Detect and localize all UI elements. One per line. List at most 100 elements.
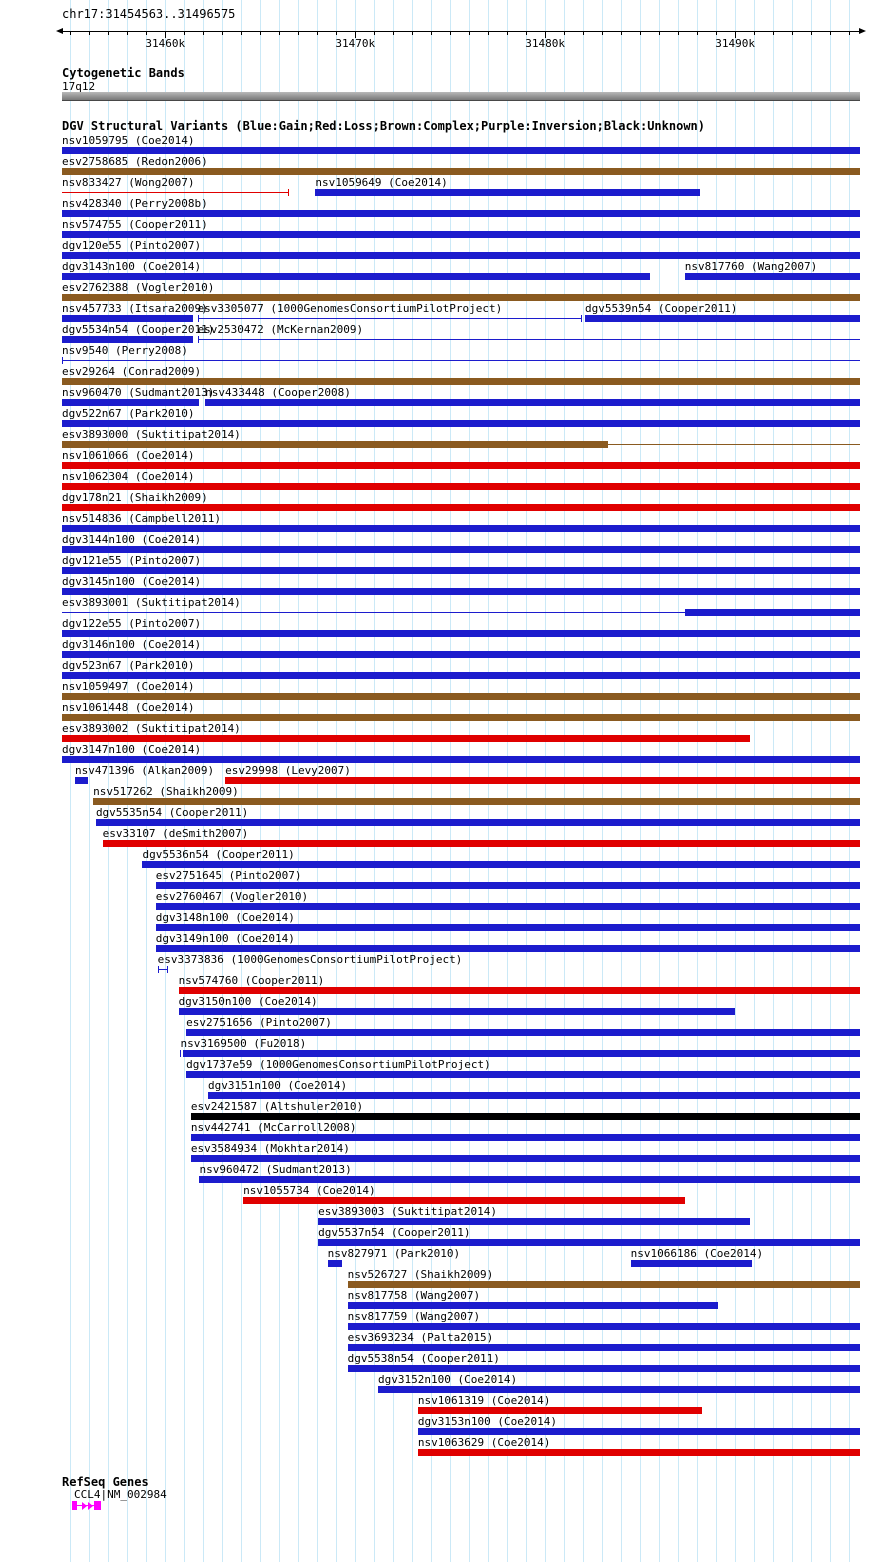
variant-label[interactable]: dgv1737e59 (1000GenomesConsortiumPilotPr… <box>186 1058 491 1071</box>
variant-label[interactable]: dgv3151n100 (Coe2014) <box>208 1079 348 1092</box>
variant-bar[interactable] <box>62 399 200 406</box>
variant-label[interactable]: nsv574760 (Cooper2011) <box>178 974 325 987</box>
variant-bar[interactable] <box>62 147 860 154</box>
variant-label[interactable]: esv2762388 (Vogler2010) <box>62 281 215 294</box>
variant-label[interactable]: dgv5534n54 (Cooper2011) <box>62 323 215 336</box>
variant-label[interactable]: dgv5539n54 (Cooper2011) <box>585 302 738 315</box>
variant-bar[interactable] <box>208 1092 860 1099</box>
variant-label[interactable]: dgv5538n54 (Cooper2011) <box>347 1352 500 1365</box>
variant-bar[interactable] <box>183 1050 860 1057</box>
variant-label[interactable]: nsv471396 (Alkan2009) <box>75 764 215 777</box>
variant-label[interactable]: dgv178n21 (Shaikh2009) <box>62 491 208 504</box>
variant-bar[interactable] <box>62 420 860 427</box>
variant-bar[interactable] <box>347 1365 860 1372</box>
variant-bar[interactable] <box>62 651 860 658</box>
variant-line[interactable] <box>62 192 288 193</box>
variant-line[interactable] <box>197 339 860 340</box>
variant-label[interactable]: nsv442741 (McCarroll2008) <box>190 1121 357 1134</box>
variant-bar[interactable] <box>155 903 860 910</box>
variant-label[interactable]: esv2751656 (Pinto2007) <box>186 1016 332 1029</box>
variant-bar[interactable] <box>347 1281 860 1288</box>
variant-label[interactable]: esv2421587 (Altshuler2010) <box>190 1100 364 1113</box>
variant-label[interactable]: nsv1055734 (Coe2014) <box>243 1184 376 1197</box>
gene-label[interactable]: CCL4|NM_002984 <box>74 1488 167 1501</box>
variant-bar[interactable] <box>225 777 860 784</box>
variant-label[interactable]: nsv1063629 (Coe2014) <box>417 1436 551 1449</box>
variant-bar[interactable] <box>62 273 650 280</box>
variant-label[interactable]: nsv457733 (Itsara2009) <box>62 302 208 315</box>
variant-label[interactable]: nsv1061066 (Coe2014) <box>62 449 195 462</box>
variant-bar[interactable] <box>155 924 860 931</box>
variant-bar[interactable] <box>318 1239 860 1246</box>
variant-bar[interactable] <box>102 840 860 847</box>
variant-label[interactable]: esv29998 (Levy2007) <box>225 764 351 777</box>
variant-label[interactable]: dgv3145n100 (Coe2014) <box>62 575 202 588</box>
variant-label[interactable]: nsv514836 (Campbell2011) <box>62 512 221 525</box>
variant-bar[interactable] <box>62 735 751 742</box>
variant-bar[interactable] <box>62 378 860 385</box>
variant-bar[interactable] <box>62 315 193 322</box>
variant-label[interactable]: nsv574755 (Cooper2011) <box>62 218 208 231</box>
variant-label[interactable]: dgv5536n54 (Cooper2011) <box>142 848 295 861</box>
variant-label[interactable]: dgv3147n100 (Coe2014) <box>62 743 202 756</box>
variant-bar[interactable] <box>178 1008 736 1015</box>
variant-label[interactable]: dgv3150n100 (Coe2014) <box>178 995 318 1008</box>
variant-bar[interactable] <box>62 714 860 721</box>
variant-label[interactable]: nsv827971 (Park2010) <box>327 1247 461 1260</box>
variant-label[interactable]: esv3693234 (Palta2015) <box>347 1331 494 1344</box>
variant-bar[interactable] <box>378 1386 860 1393</box>
variant-label[interactable]: nsv833427 (Wong2007) <box>62 176 195 189</box>
variant-bar[interactable] <box>684 609 860 616</box>
variant-bar[interactable] <box>62 441 608 448</box>
variant-bar[interactable] <box>205 399 860 406</box>
variant-label[interactable]: esv3373836 (1000GenomesConsortiumPilotPr… <box>157 953 463 966</box>
variant-bar[interactable] <box>417 1407 702 1414</box>
variant-line[interactable] <box>62 360 860 361</box>
variant-label[interactable]: nsv1061448 (Coe2014) <box>62 701 195 714</box>
variant-label[interactable]: esv2760467 (Vogler2010) <box>155 890 309 903</box>
variant-bar[interactable] <box>142 861 860 868</box>
variant-label[interactable]: dgv3152n100 (Coe2014) <box>378 1373 518 1386</box>
variant-bar[interactable] <box>62 252 860 259</box>
variant-label[interactable]: dgv3143n100 (Coe2014) <box>62 260 202 273</box>
variant-bar[interactable] <box>62 483 860 490</box>
variant-label[interactable]: dgv121e55 (Pinto2007) <box>62 554 202 567</box>
variant-label[interactable]: nsv1059795 (Coe2014) <box>62 134 195 147</box>
variant-label[interactable]: esv33107 (deSmith2007) <box>102 827 249 840</box>
variant-line[interactable] <box>197 318 582 319</box>
variant-bar[interactable] <box>62 546 860 553</box>
variant-bar[interactable] <box>93 798 860 805</box>
variant-bar[interactable] <box>190 1134 860 1141</box>
variant-label[interactable]: nsv1062304 (Coe2014) <box>62 470 195 483</box>
variant-bar[interactable] <box>62 336 193 343</box>
variant-label[interactable]: dgv3144n100 (Coe2014) <box>62 533 202 546</box>
variant-label[interactable]: dgv120e55 (Pinto2007) <box>62 239 202 252</box>
variant-label[interactable]: dgv3146n100 (Coe2014) <box>62 638 202 651</box>
variant-label[interactable]: nsv526727 (Shaikh2009) <box>347 1268 494 1281</box>
variant-bar[interactable] <box>186 1071 860 1078</box>
variant-label[interactable]: esv3305077 (1000GenomesConsortiumPilotPr… <box>197 302 503 315</box>
variant-label[interactable]: nsv817760 (Wang2007) <box>684 260 818 273</box>
variant-label[interactable]: esv29264 (Conrad2009) <box>62 365 202 378</box>
variant-bar[interactable] <box>62 168 860 175</box>
variant-label[interactable]: nsv428340 (Perry2008b) <box>62 197 208 210</box>
variant-bar[interactable] <box>62 504 860 511</box>
variant-bar[interactable] <box>186 1029 860 1036</box>
variant-label[interactable]: nsv960472 (Sudmant2013) <box>199 1163 352 1176</box>
variant-label[interactable]: dgv5535n54 (Cooper2011) <box>95 806 249 819</box>
variant-label[interactable]: dgv5537n54 (Cooper2011) <box>318 1226 471 1239</box>
variant-label[interactable]: esv2758685 (Redon2006) <box>62 155 208 168</box>
variant-bar[interactable] <box>62 231 860 238</box>
variant-bar[interactable] <box>585 315 860 322</box>
gene-exon[interactable] <box>93 1501 102 1510</box>
variant-bar[interactable] <box>318 1218 751 1225</box>
variant-label[interactable]: nsv1059497 (Coe2014) <box>62 680 195 693</box>
variant-bar[interactable] <box>630 1260 753 1267</box>
variant-bar[interactable] <box>62 588 860 595</box>
variant-bar[interactable] <box>190 1155 860 1162</box>
variant-bar[interactable] <box>75 777 88 784</box>
variant-label[interactable]: dgv3149n100 (Coe2014) <box>155 932 295 945</box>
variant-label[interactable]: esv3893000 (Suktitipat2014) <box>62 428 241 441</box>
variant-bar[interactable] <box>62 210 860 217</box>
variant-label[interactable]: nsv960470 (Sudmant2013) <box>62 386 215 399</box>
